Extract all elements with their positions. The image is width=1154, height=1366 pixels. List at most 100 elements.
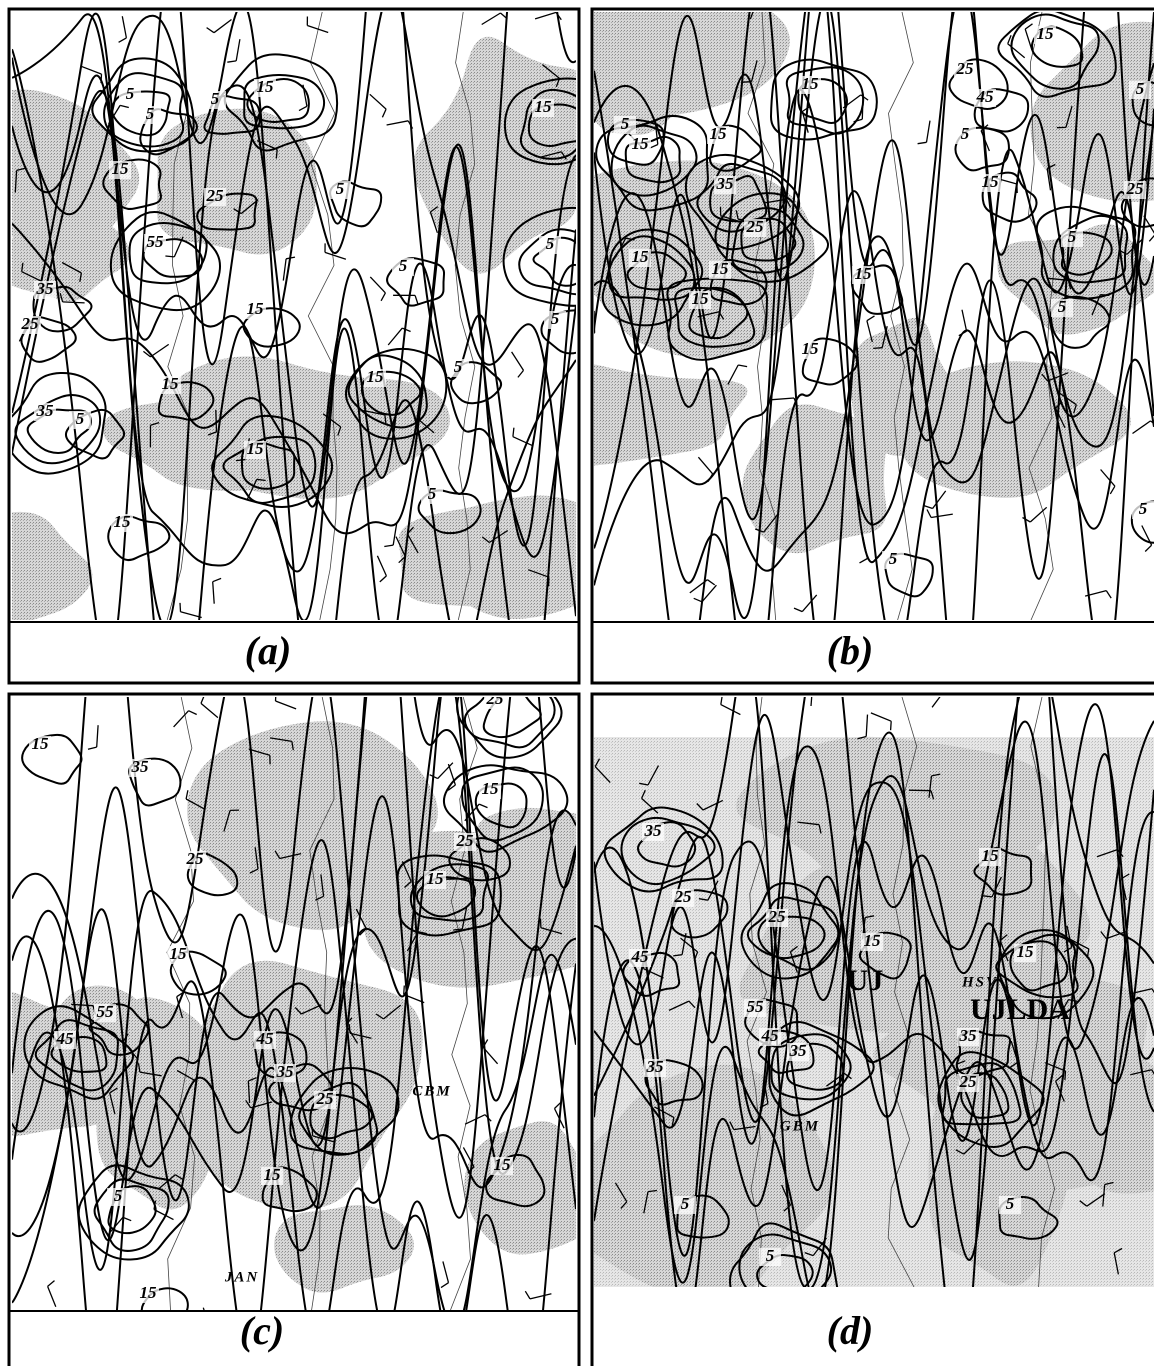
contour-label: 25 [456,831,475,850]
wind-barb [227,61,236,62]
contour-label: 25 [316,1089,335,1108]
contour-label: 15 [112,159,130,178]
wind-barb [1025,24,1032,29]
contour-label: 5 [621,114,630,133]
wind-barb [513,428,514,437]
wind-barb [122,16,126,38]
station-label: GBM [780,1118,820,1134]
contour-label: 25 [206,186,225,205]
wind-barb [388,328,402,345]
contour-label: 15 [864,931,882,950]
wind-barb [794,608,802,612]
wind-barb [213,582,215,604]
station-label: CBM [412,1083,451,1099]
wind-barb [518,370,524,377]
wind-barb [860,559,868,563]
contour-label: 25 [1126,179,1145,198]
contour-label: 5 [126,84,135,103]
contour-label: 15 [170,944,188,963]
contour-label: 15 [247,299,265,318]
contour-label: 55 [97,1002,115,1021]
wind-barb [63,302,85,303]
wind-barb [370,277,385,293]
contour-label: 45 [256,1029,275,1048]
contour-label: 35 [644,821,663,840]
wind-barb [207,28,214,33]
contour-label: 5 [1068,227,1077,246]
contour-label: 5 [454,357,463,376]
wind-barb [181,612,202,618]
wind-barb [186,790,188,799]
wind-barb [525,1291,530,1299]
contour-label: 5 [428,484,437,503]
contour-label: 25 [956,59,975,78]
wind-barb [402,328,410,331]
wind-barb [384,545,393,546]
station-label: HSV [961,974,998,990]
contour-label: 15 [367,367,385,386]
contour-label: 15 [114,512,132,531]
contour-label: 45 [56,1029,75,1048]
contour-label: 5 [766,1246,775,1265]
wind-barb [694,598,702,602]
wind-barb [236,39,240,61]
wind-barb [927,121,931,143]
wind-barb [802,595,816,612]
wind-barb [213,578,221,581]
contour-label: 35 [789,1041,808,1060]
contour-label: 35 [276,1062,295,1081]
wind-barb [48,1286,56,1306]
wind-barb [1106,591,1111,599]
contour-label: 15 [162,374,180,393]
wind-barb [381,293,385,301]
contour-label: 25 [674,887,693,906]
contour-label: 45 [631,947,650,966]
wind-barb [1149,235,1154,242]
contour-label: 5 [399,256,408,275]
contour-label: 5 [211,89,220,108]
wind-barb [512,352,524,371]
wind-barb [802,107,810,112]
panel-label: (b) [827,628,874,673]
wind-barb [441,1283,449,1288]
map: 35254525151515554535353525555HSVGBMUJUJL… [532,581,1154,1366]
contour-label: 35 [646,1057,665,1076]
station-label: JAN [224,1269,259,1285]
contour-label: 25 [186,849,205,868]
wind-barb [97,725,98,747]
contour-label: 25 [486,689,505,708]
wind-barb [535,12,556,19]
contour-label: 15 [1017,942,1035,961]
contour-label: 25 [959,1072,978,1091]
wind-barb [1100,295,1109,296]
panel-label: (a) [245,628,292,673]
wind-barb [415,295,418,304]
wind-barb [299,106,307,110]
contour-label: 5 [1006,1194,1015,1213]
wind-barb [201,695,204,703]
panel-label: (c) [240,1308,284,1353]
contour-label: 5 [961,124,970,143]
wind-barb [380,576,387,582]
wind-barb [1101,470,1115,487]
wind-barb [1110,486,1115,494]
wind-barb [1008,44,1025,58]
contour-label: 5 [336,179,345,198]
wind-barb [924,506,933,509]
wind-barb [286,257,295,259]
wind-barb [909,790,931,791]
wind-barb [151,344,169,357]
shaded-region [1030,22,1154,202]
wind-barb [738,365,747,367]
contour-label: 35 [131,757,150,776]
contour-label: 15 [1037,24,1055,43]
wind-barb [918,142,927,143]
contour-label: 15 [494,1155,512,1174]
wind-barb [891,721,892,730]
wind-barb [513,437,533,446]
wind-barb [404,986,405,995]
wind-barb [932,690,945,708]
contour-label: 15 [247,439,265,458]
wind-barb [927,510,931,518]
wind-barb [387,121,409,125]
